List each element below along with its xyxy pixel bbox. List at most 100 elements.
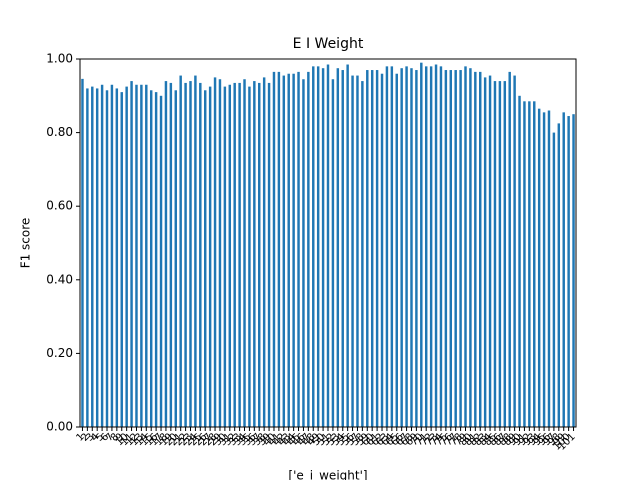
bar [228,84,232,427]
bar [312,66,315,428]
bar [164,81,168,427]
bar [253,81,256,427]
bar [523,101,526,427]
bar [346,64,349,428]
chart-title: E I Weight [293,36,364,52]
bar [91,86,94,427]
bar [508,71,511,427]
bar [557,123,561,428]
bar [86,88,89,427]
bar [174,90,177,427]
bar [326,64,330,428]
bar [356,75,359,427]
bar [248,86,251,427]
bar [537,108,541,428]
bar [415,70,418,427]
bar [380,73,384,427]
bar [528,101,531,427]
bar [420,62,423,428]
bar [262,77,266,428]
bar [125,86,128,427]
y-tick-label: 0.40 [46,272,73,286]
bar [469,68,472,427]
bar [474,71,477,427]
bar [130,81,133,427]
bar [400,68,403,427]
bar [331,79,335,428]
bar [272,71,276,427]
bar [287,73,290,427]
x-axis-label: ['e_i_weight'] [288,469,367,481]
bar [424,66,428,428]
bar [361,81,364,427]
bar [213,77,217,428]
bar [410,68,413,427]
bar [292,73,295,427]
bar [208,86,212,427]
bar [154,92,158,428]
bar [238,82,241,428]
bar [488,75,492,427]
bar [464,66,467,428]
bar [115,88,119,427]
bar [100,84,104,427]
bar [110,84,114,427]
bar [95,88,99,427]
bar [145,84,148,427]
bar [562,112,565,428]
bar [434,64,438,428]
bar [572,114,575,427]
bar [390,66,394,428]
bar [366,70,369,427]
bar [258,82,261,428]
bar [498,81,502,427]
y-tick-label: 0.20 [46,346,73,360]
bar [321,68,325,427]
bar [552,132,556,427]
bar [140,84,143,427]
bar [179,75,182,427]
bar [199,82,202,428]
bar [513,75,516,427]
bar [184,82,187,428]
y-tick-label: 1.00 [46,52,73,66]
bar [547,110,551,428]
bar [307,71,310,427]
bar [218,79,222,428]
y-tick-label: 0.80 [46,125,73,139]
bar [120,92,123,428]
bar [297,71,300,427]
y-tick-label: 0.60 [46,199,73,213]
bar [105,90,109,427]
bar [135,84,138,427]
bar [243,79,246,428]
bar [370,70,374,427]
bar [479,71,482,427]
y-tick-label: 0.00 [46,420,73,434]
bar [316,66,320,428]
bar [149,90,153,427]
bar [341,70,344,427]
bar [567,116,570,427]
bar [302,79,305,428]
bar [449,70,452,427]
bar [159,95,163,428]
bar [282,75,286,427]
bar [395,73,398,427]
bar [336,68,340,427]
bar [81,78,84,427]
bar [194,75,197,427]
bar [439,66,443,428]
bar [503,81,507,427]
bar [542,112,546,428]
bar [518,95,521,428]
bar [169,82,173,428]
bar [405,66,408,428]
bar [459,70,462,427]
bar [385,66,389,428]
bar [189,81,192,427]
bar [204,90,207,427]
bar [233,82,236,428]
bar [493,81,497,427]
